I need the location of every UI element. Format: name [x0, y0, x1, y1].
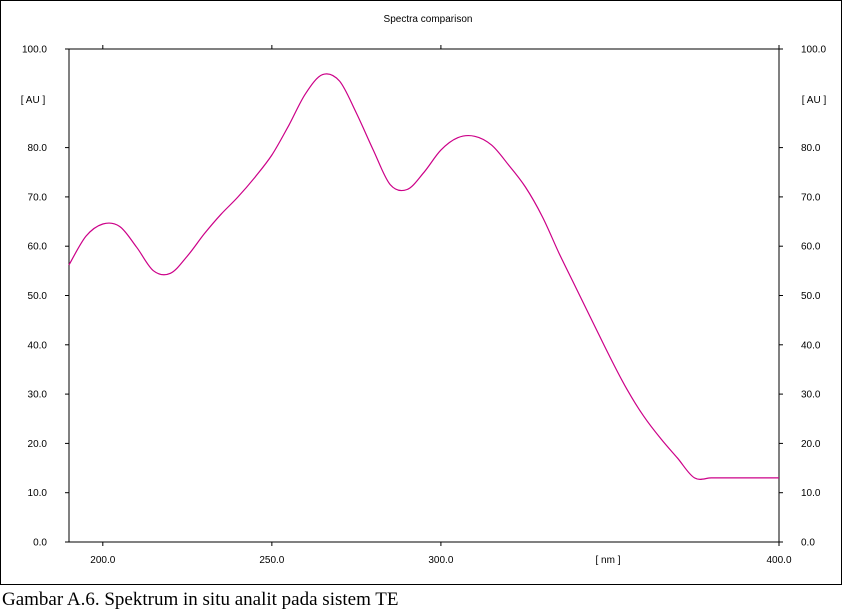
y-tick-label-left: 50.0	[28, 291, 48, 302]
y-tick-label-left: 40.0	[28, 340, 48, 351]
y-tick-label-right: 30.0	[801, 390, 821, 401]
y-tick-label-left: 70.0	[28, 192, 48, 203]
spectrum-line	[69, 74, 779, 480]
chart-title: Spectra comparison	[384, 14, 473, 25]
x-tick-label: 400.0	[766, 555, 791, 566]
y-tick-label-right: 100.0	[801, 45, 826, 56]
y-tick-label-right: 10.0	[801, 488, 821, 499]
y-tick-label-left: 30.0	[28, 390, 48, 401]
y-tick-label-left: 80.0	[28, 143, 48, 154]
y-tick-label-left: 0.0	[33, 538, 47, 549]
y-tick-label-right: 0.0	[801, 538, 815, 549]
x-tick-label: 250.0	[259, 555, 284, 566]
y-tick-label-left: 60.0	[28, 242, 48, 253]
y-axis-label-right: [ AU ]	[802, 95, 827, 106]
y-tick-label-right: 50.0	[801, 291, 821, 302]
y-tick-label-left: 20.0	[28, 439, 48, 450]
y-tick-label-right: 80.0	[801, 143, 821, 154]
y-axis-label-left: [ AU ]	[21, 95, 46, 106]
x-tick-label: 300.0	[428, 555, 453, 566]
spectra-chart: Spectra comparison 0.0 0.0 10.0 10.0 20.0 20.…	[1, 1, 843, 586]
y-tick-label-left: 100.0	[22, 45, 47, 56]
y-tick-label-right: 20.0	[801, 439, 821, 450]
axis-labels: 0.0 0.0 10.0 10.0 20.0 20.0 30.0 30.0 40.0 40.0 50…	[22, 45, 826, 567]
x-axis-label: [ nm ]	[595, 555, 620, 566]
axis-ticks	[65, 45, 783, 546]
x-tick-label: 200.0	[90, 555, 115, 566]
y-tick-label-right: 60.0	[801, 242, 821, 253]
y-tick-label-right: 70.0	[801, 192, 821, 203]
y-tick-label-left: 10.0	[28, 488, 48, 499]
figure-caption: Gambar A.6. Spektrum in situ analit pada…	[2, 589, 398, 611]
y-tick-label-right: 40.0	[801, 340, 821, 351]
chart-frame: Spectra comparison 0.0 0.0 10.0 10.0 20.0 20.…	[0, 0, 842, 585]
plot-area	[69, 49, 779, 542]
